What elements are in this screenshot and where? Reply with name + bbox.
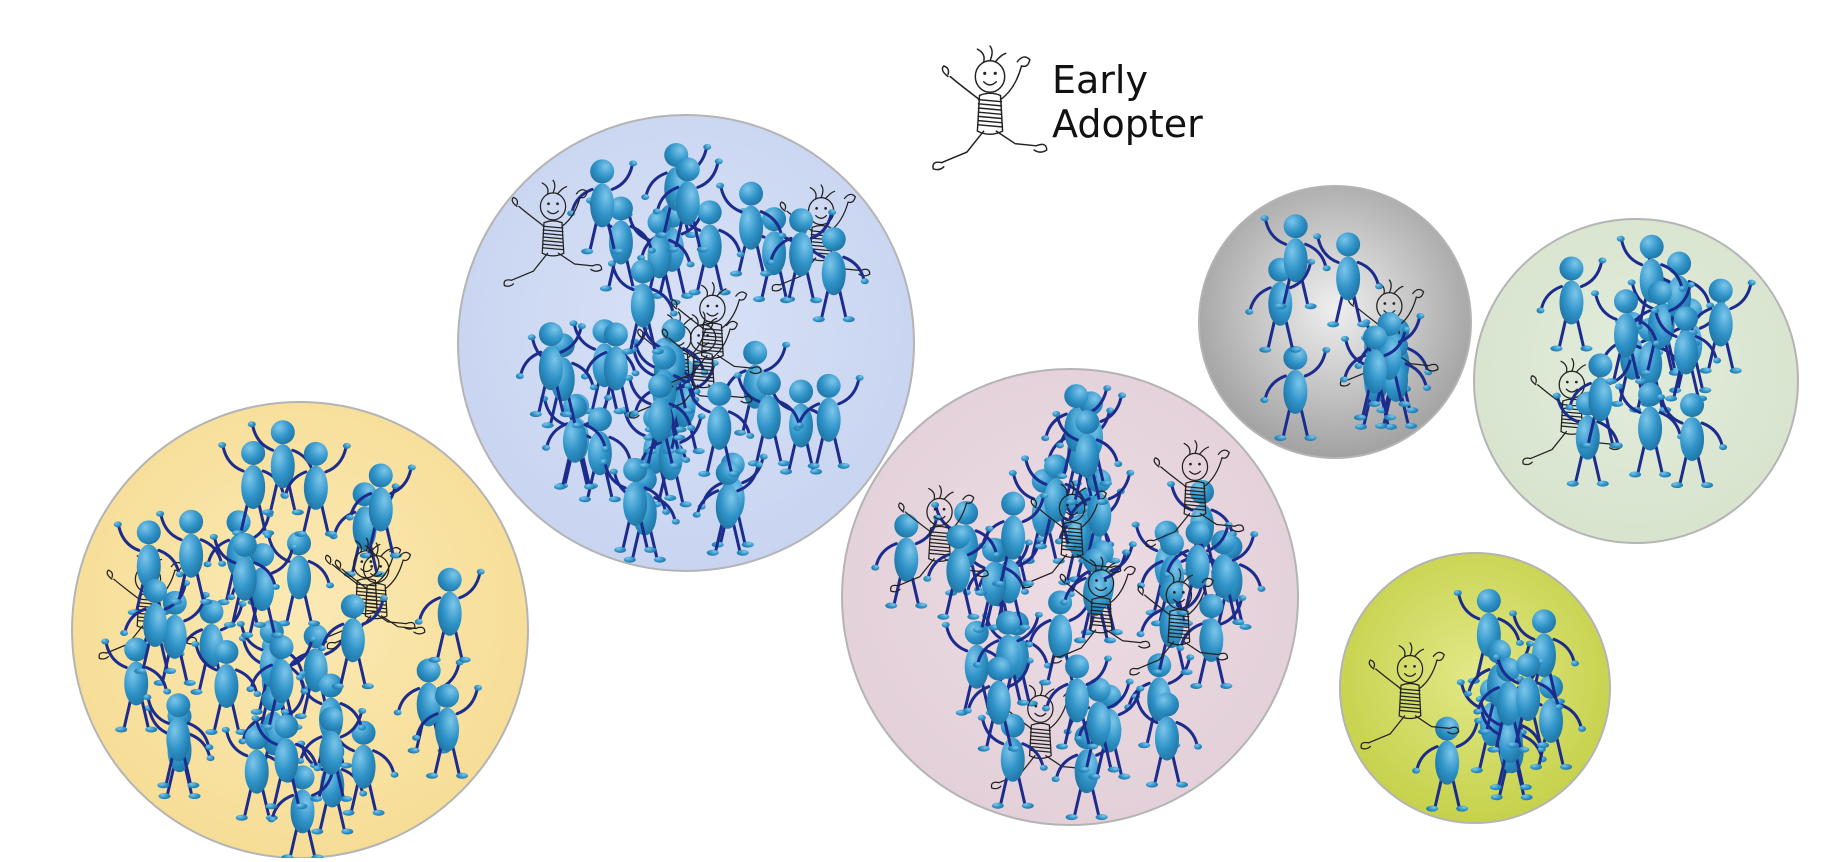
early-adopter-figure — [1051, 556, 1151, 664]
person-icon — [1260, 345, 1331, 441]
person-icon — [1590, 289, 1661, 385]
person-icon — [793, 373, 864, 469]
person-icon — [414, 567, 485, 663]
person-icon — [1536, 256, 1607, 352]
legend — [932, 45, 1048, 171]
early-adopter-figure — [890, 485, 989, 593]
person-icon — [1042, 654, 1113, 750]
person-icon — [871, 513, 942, 609]
person-icon — [607, 259, 678, 355]
person-icon — [1657, 393, 1728, 489]
group-pink-members — [871, 384, 1266, 821]
person-icon — [328, 720, 399, 816]
group-olive — [1339, 552, 1611, 824]
person-icon — [766, 208, 837, 304]
group-blue-members — [503, 142, 871, 563]
person-icon — [209, 532, 280, 628]
person-icon — [101, 637, 172, 733]
person-icon — [1339, 325, 1410, 421]
group-gray — [1198, 185, 1472, 459]
person-icon — [963, 656, 1034, 752]
person-icon — [1021, 454, 1092, 550]
person-icon — [1616, 234, 1687, 330]
person-icon — [1473, 657, 1544, 753]
person-icon — [684, 381, 755, 477]
group-yellow-members — [98, 420, 485, 861]
early-adopter-figure — [503, 179, 603, 287]
group-yellow-circle — [71, 401, 529, 859]
person-icon — [1412, 716, 1483, 812]
person-icon — [120, 579, 191, 675]
person-icon — [412, 683, 483, 779]
early-adopter-figure — [1022, 481, 1122, 589]
early-adopter-figure — [1129, 568, 1229, 676]
person-icon — [1260, 214, 1331, 310]
person-icon — [625, 373, 696, 469]
legend-label-line1: Early — [1052, 58, 1148, 102]
person-icon — [798, 227, 869, 323]
person-icon — [296, 706, 367, 802]
person-icon — [1493, 653, 1564, 749]
person-icon — [1565, 353, 1636, 449]
group-blue — [457, 114, 915, 572]
person-icon — [674, 200, 745, 296]
person-icon — [652, 157, 723, 253]
person-icon — [280, 441, 351, 537]
person-icon — [246, 635, 317, 731]
person-icon — [600, 457, 671, 553]
group-olive-members — [1360, 588, 1587, 812]
early-adopter-figure — [662, 281, 762, 390]
legend-early-adopter-icon — [932, 45, 1048, 171]
person-icon — [251, 714, 322, 810]
person-icon — [317, 594, 388, 690]
person-icon — [191, 639, 262, 735]
person-icon — [1685, 278, 1756, 374]
person-icon — [345, 463, 416, 559]
person-icon — [113, 520, 184, 616]
early-adopter-figure — [1360, 642, 1460, 750]
person-icon — [1176, 594, 1247, 690]
group-green-members — [1522, 234, 1756, 489]
person-icon — [1063, 677, 1134, 773]
legend-label-line2: Adopter — [1052, 102, 1203, 146]
legend-label: Early Adopter — [1052, 58, 1203, 146]
person-icon — [1052, 409, 1123, 505]
early-adopter-figure — [1145, 440, 1245, 548]
group-olive-circle — [1339, 552, 1611, 824]
person-icon — [143, 693, 214, 789]
person-icon — [1615, 382, 1686, 478]
person-icon — [567, 159, 638, 255]
person-icon — [716, 181, 787, 277]
person-icon — [923, 524, 994, 620]
person-icon — [515, 322, 586, 418]
person-icon — [218, 441, 289, 537]
person-icon — [264, 531, 335, 627]
group-yellow — [71, 401, 529, 861]
person-icon — [733, 371, 804, 467]
person-icon — [692, 460, 763, 556]
group-gray-members — [1245, 214, 1439, 441]
person-icon — [156, 509, 227, 605]
group-green — [1473, 218, 1799, 544]
groups-layer — [71, 114, 1799, 861]
group-pink — [841, 368, 1299, 826]
person-icon — [1313, 232, 1384, 328]
